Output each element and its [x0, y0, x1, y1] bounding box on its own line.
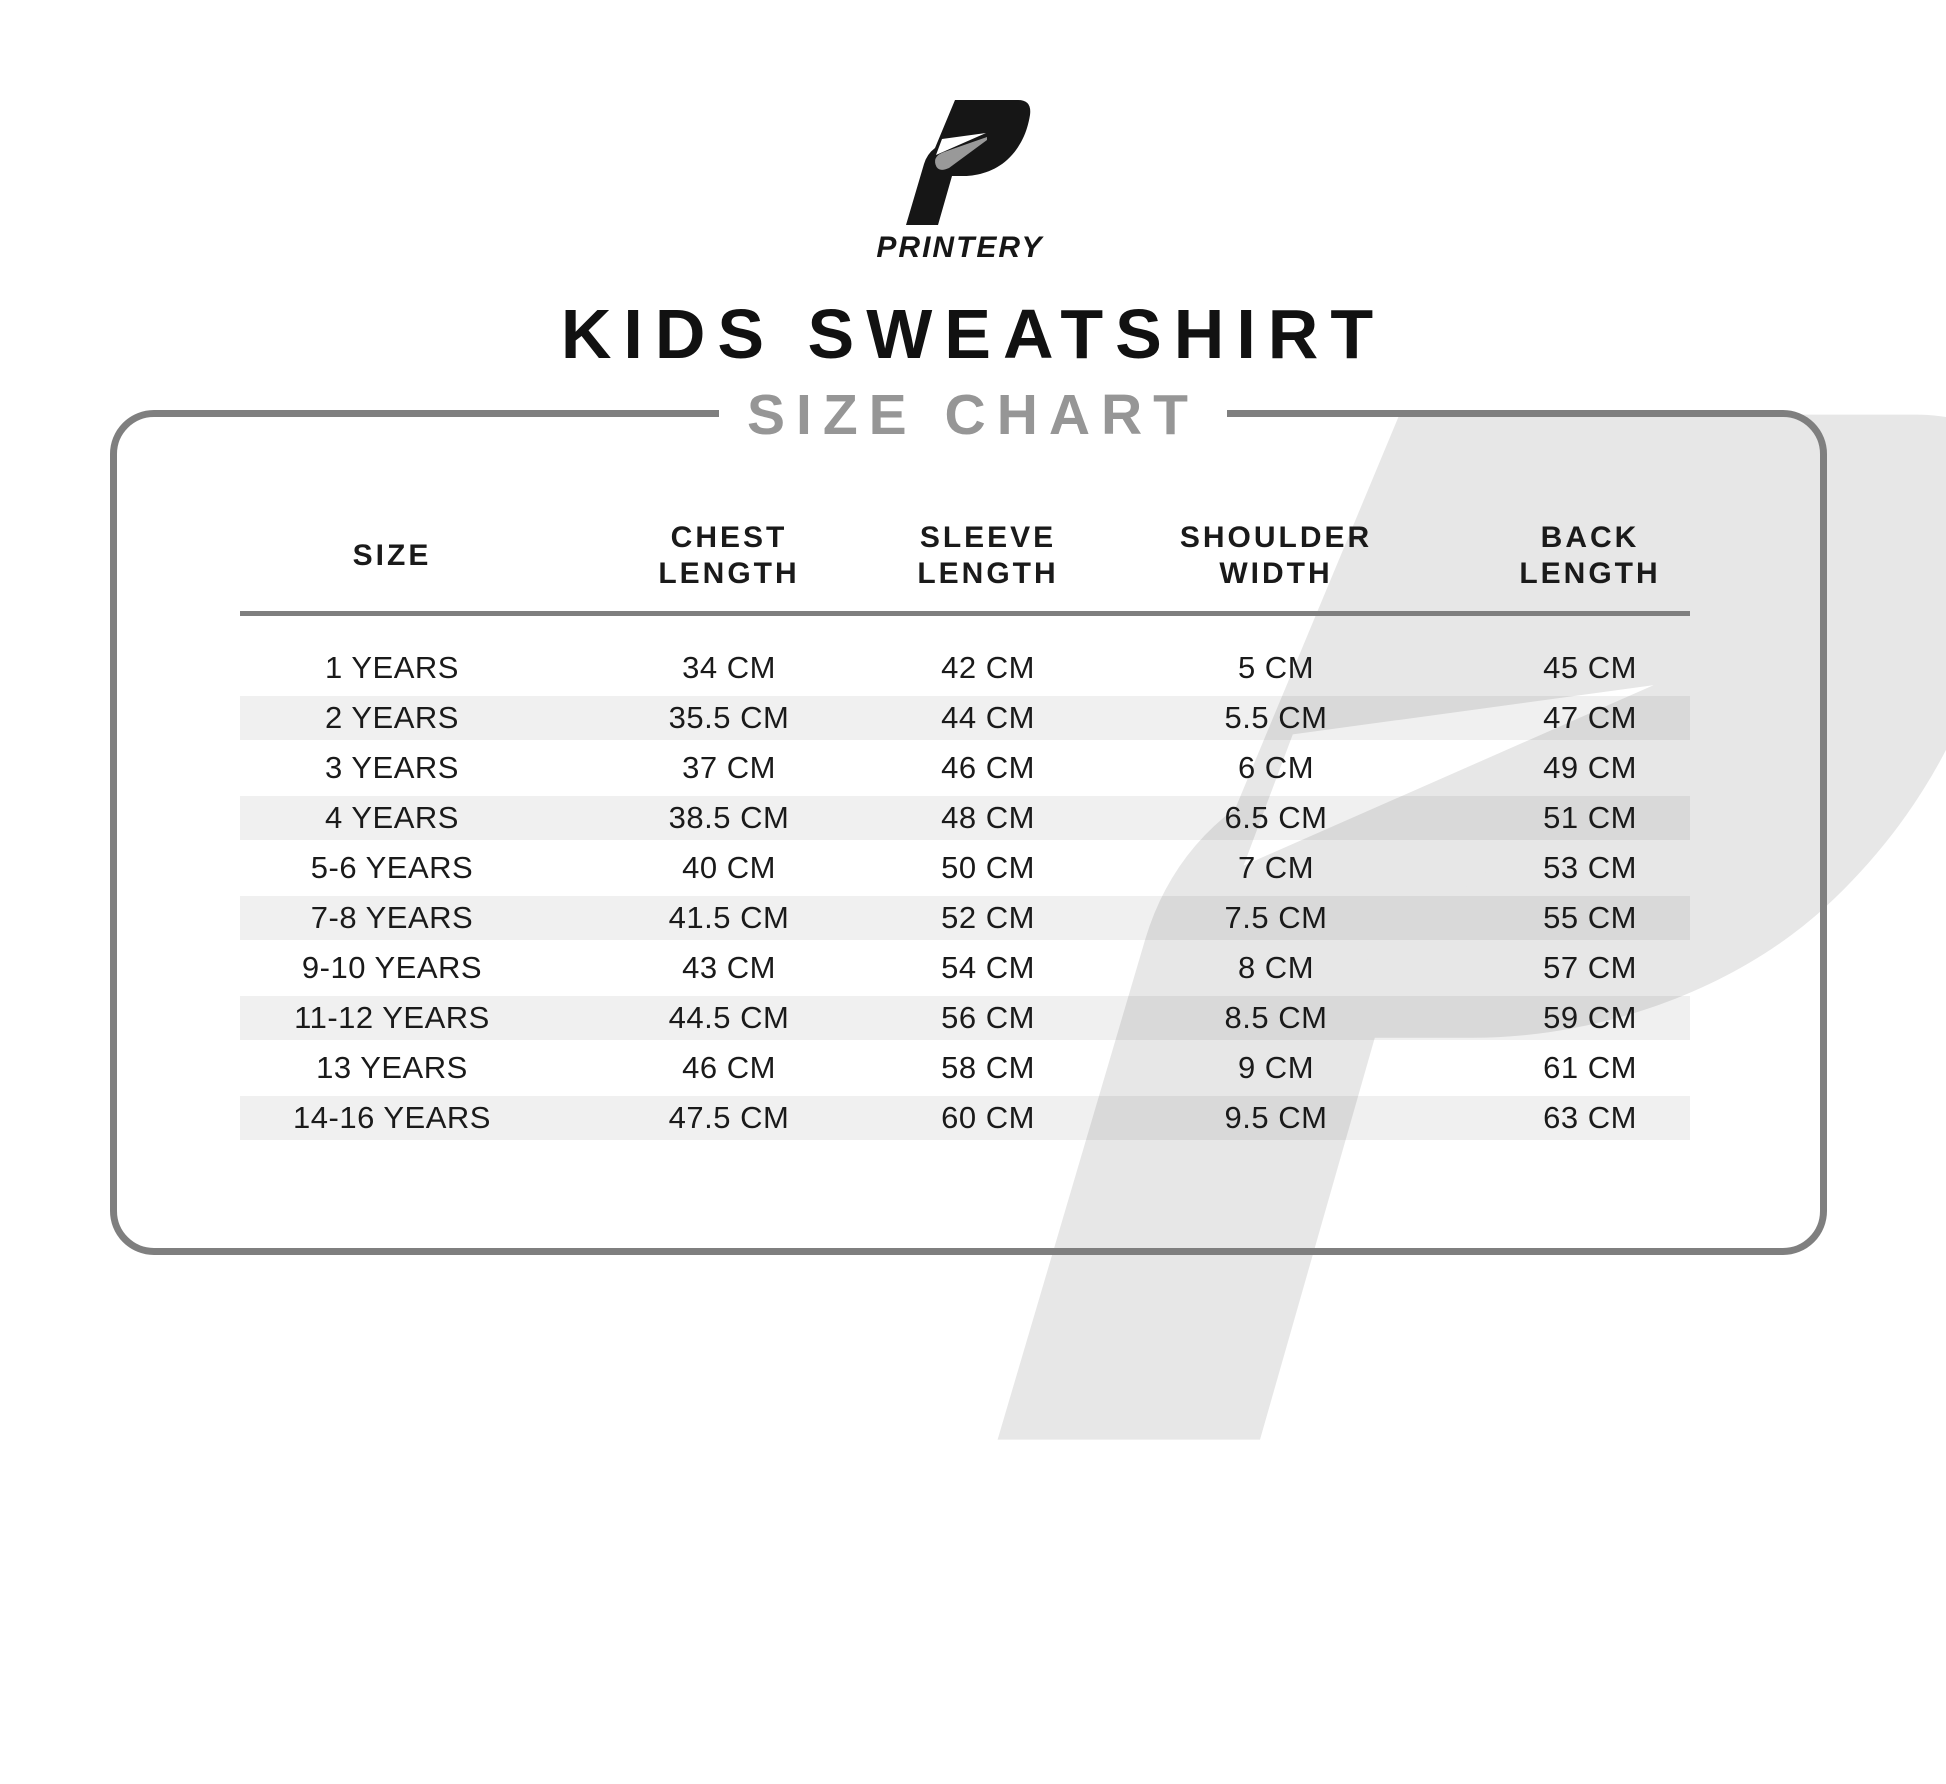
- cell-back: 53 CM: [1543, 850, 1637, 885]
- cell-size: 4 YEARS: [325, 800, 459, 835]
- column-header-back: BACK LENGTH: [1519, 521, 1661, 590]
- cell-back: 51 CM: [1543, 800, 1637, 835]
- table-body: 1 YEARS 34 CM 42 CM 5 CM 45 CM 2 YEARS 35.5 CM…: [240, 643, 1690, 1143]
- size-chart-document: { "brand": { "name": "PRINTERY", "logo_i…: [110, 100, 1946, 1440]
- cell-shoulder: 5 CM: [1237, 650, 1315, 685]
- cell-sleeve: 54 CM: [941, 950, 1035, 985]
- table-row: 4 YEARS 38.5 CM 48 CM 6.5 CM 51 CM: [240, 793, 1690, 843]
- cell-sleeve: 60 CM: [941, 1100, 1035, 1135]
- cell-chest: 43 CM: [682, 950, 776, 985]
- table-row: 5-6 YEARS 40 CM 50 CM 7 CM 53 CM: [240, 843, 1690, 893]
- cell-back: 45 CM: [1543, 650, 1637, 685]
- cell-back: 47 CM: [1543, 700, 1637, 735]
- cell-size: 7-8 YEARS: [310, 900, 474, 935]
- cell-chest: 44.5 CM: [668, 1000, 790, 1035]
- cell-sleeve: 42 CM: [941, 650, 1035, 685]
- table-row: 7-8 YEARS 41.5 CM 52 CM 7.5 CM 55 CM: [240, 893, 1690, 943]
- column-header-chest: CHEST LENGTH: [658, 521, 800, 590]
- header-divider-line: [240, 611, 1690, 616]
- column-header-sleeve: SLEEVE LENGTH: [917, 521, 1059, 590]
- cell-chest: 46 CM: [682, 1050, 776, 1085]
- cell-shoulder: 8 CM: [1237, 950, 1315, 985]
- cell-shoulder: 8.5 CM: [1224, 1000, 1328, 1035]
- brand-name: PRINTERY: [876, 231, 1044, 264]
- cell-chest: 35.5 CM: [668, 700, 790, 735]
- cell-back: 61 CM: [1543, 1050, 1637, 1085]
- cell-shoulder: 7.5 CM: [1224, 900, 1328, 935]
- cell-size: 3 YEARS: [325, 750, 459, 785]
- chart-subtitle: SIZE CHART: [719, 386, 1227, 444]
- column-header-size: SIZE: [352, 539, 432, 572]
- table-row: 3 YEARS 37 CM 46 CM 6 CM 49 CM: [240, 743, 1690, 793]
- cell-chest: 40 CM: [682, 850, 776, 885]
- cell-shoulder: 5.5 CM: [1224, 700, 1328, 735]
- table-row: 2 YEARS 35.5 CM 44 CM 5.5 CM 47 CM: [240, 693, 1690, 743]
- cell-sleeve: 56 CM: [941, 1000, 1035, 1035]
- cell-back: 59 CM: [1543, 1000, 1637, 1035]
- cell-size: 9-10 YEARS: [301, 950, 483, 985]
- cell-size: 5-6 YEARS: [310, 850, 474, 885]
- printery-p-logo-icon: [906, 100, 1031, 225]
- cell-chest: 41.5 CM: [668, 900, 790, 935]
- cell-shoulder: 9.5 CM: [1224, 1100, 1328, 1135]
- cell-sleeve: 52 CM: [941, 900, 1035, 935]
- table-row: 14-16 YEARS 47.5 CM 60 CM 9.5 CM 63 CM: [240, 1093, 1690, 1143]
- cell-chest: 38.5 CM: [668, 800, 790, 835]
- cell-size: 1 YEARS: [325, 650, 459, 685]
- table-row: 13 YEARS 46 CM 58 CM 9 CM 61 CM: [240, 1043, 1690, 1093]
- column-header-shoulder: SHOULDER WIDTH: [1179, 521, 1373, 590]
- cell-size: 13 YEARS: [316, 1050, 468, 1085]
- cell-shoulder: 7 CM: [1237, 850, 1315, 885]
- cell-sleeve: 44 CM: [941, 700, 1035, 735]
- cell-sleeve: 58 CM: [941, 1050, 1035, 1085]
- cell-chest: 34 CM: [682, 650, 776, 685]
- cell-sleeve: 48 CM: [941, 800, 1035, 835]
- page-title: KIDS SWEATSHIRT: [560, 295, 1386, 373]
- cell-back: 63 CM: [1543, 1100, 1637, 1135]
- table-row: 11-12 YEARS 44.5 CM 56 CM 8.5 CM 59 CM: [240, 993, 1690, 1043]
- chart-frame: [110, 410, 1827, 1255]
- cell-sleeve: 50 CM: [941, 850, 1035, 885]
- printery-p-watermark-icon: [997, 414, 1946, 1440]
- cell-back: 57 CM: [1543, 950, 1637, 985]
- cell-size: 2 YEARS: [325, 700, 459, 735]
- cell-sleeve: 46 CM: [941, 750, 1035, 785]
- cell-size: 14-16 YEARS: [293, 1100, 491, 1135]
- table-row: 1 YEARS 34 CM 42 CM 5 CM 45 CM: [240, 643, 1690, 693]
- cell-chest: 37 CM: [682, 750, 776, 785]
- table-header-row: SIZE CHEST LENGTH SLEEVE LENGTH SHOULDER…: [240, 506, 1690, 606]
- cell-back: 49 CM: [1543, 750, 1637, 785]
- cell-shoulder: 6.5 CM: [1224, 800, 1328, 835]
- cell-shoulder: 6 CM: [1237, 750, 1315, 785]
- cell-shoulder: 9 CM: [1237, 1050, 1315, 1085]
- cell-chest: 47.5 CM: [668, 1100, 790, 1135]
- cell-size: 11-12 YEARS: [294, 1000, 490, 1035]
- cell-back: 55 CM: [1543, 900, 1637, 935]
- table-row: 9-10 YEARS 43 CM 54 CM 8 CM 57 CM: [240, 943, 1690, 993]
